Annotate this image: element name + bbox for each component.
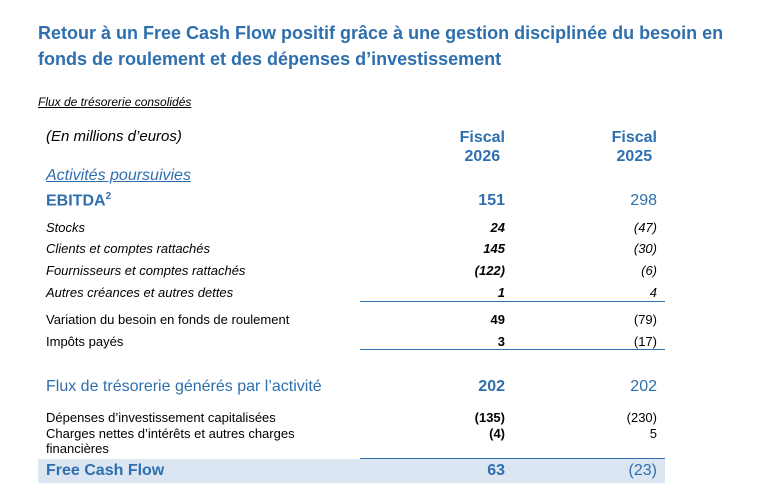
fcf-row-background <box>38 459 665 483</box>
row-fournisseurs-2025: (6) <box>641 263 657 278</box>
page-title: Retour à un Free Cash Flow positif grâce… <box>38 23 724 69</box>
row-autres-2026: 1 <box>497 285 505 300</box>
row-stocks-label: Stocks <box>46 220 86 235</box>
divider <box>360 301 665 302</box>
row-stocks-2025: (47) <box>633 220 657 235</box>
row-fcf-label: Free Cash Flow <box>46 462 165 479</box>
row-flux-label: Flux de trésorerie générés par l’activit… <box>46 378 322 395</box>
row-variation-2025: (79) <box>633 312 657 327</box>
row-clients-2025: (30) <box>633 241 657 256</box>
divider <box>360 349 665 350</box>
ebitda-label: EBITDA2 <box>46 191 112 210</box>
row-capex-2026: (135) <box>474 410 505 425</box>
row-variation-2026: 49 <box>490 312 505 327</box>
table-subtitle: Flux de trésorerie consolidés <box>38 95 192 109</box>
section-label: Activités poursuivies <box>46 167 191 184</box>
row-impots-2026: 3 <box>497 334 505 349</box>
row-autres-label: Autres créances et autres dettes <box>46 285 234 300</box>
column-header-2026: Fiscal 2026 <box>459 129 505 165</box>
column-header-2025: Fiscal 2025 <box>611 129 657 165</box>
row-fournisseurs-label: Fournisseurs et comptes rattachés <box>46 263 246 278</box>
row-fournisseurs-2026: (122) <box>474 263 505 278</box>
row-fcf-2025: (23) <box>628 462 657 479</box>
unit-label: (En millions d’euros) <box>46 128 182 145</box>
row-clients-label: Clients et comptes rattachés <box>46 241 211 256</box>
row-flux-2025: 202 <box>630 378 657 395</box>
row-fcf-2026: 63 <box>487 462 505 479</box>
row-charges-2026: (4) <box>489 426 505 441</box>
ebitda-2025: 298 <box>630 192 657 209</box>
row-clients-2026: 145 <box>483 241 505 256</box>
row-impots-2025: (17) <box>633 334 657 349</box>
row-capex-2025: (230) <box>626 410 657 425</box>
row-capex-label: Dépenses d’investissement capitalisées <box>46 410 276 425</box>
row-flux-2026: 202 <box>478 378 505 395</box>
row-charges-label: Charges nettes d’intérêts et autres char… <box>46 426 295 456</box>
ebitda-2026: 151 <box>478 192 505 209</box>
row-impots-label: Impôts payés <box>46 334 124 349</box>
divider <box>360 458 665 459</box>
row-autres-2025: 4 <box>649 285 657 300</box>
row-stocks-2026: 24 <box>490 220 505 235</box>
row-variation-label: Variation du besoin en fonds de roulemen… <box>46 312 290 327</box>
row-charges-2025: 5 <box>649 426 657 441</box>
